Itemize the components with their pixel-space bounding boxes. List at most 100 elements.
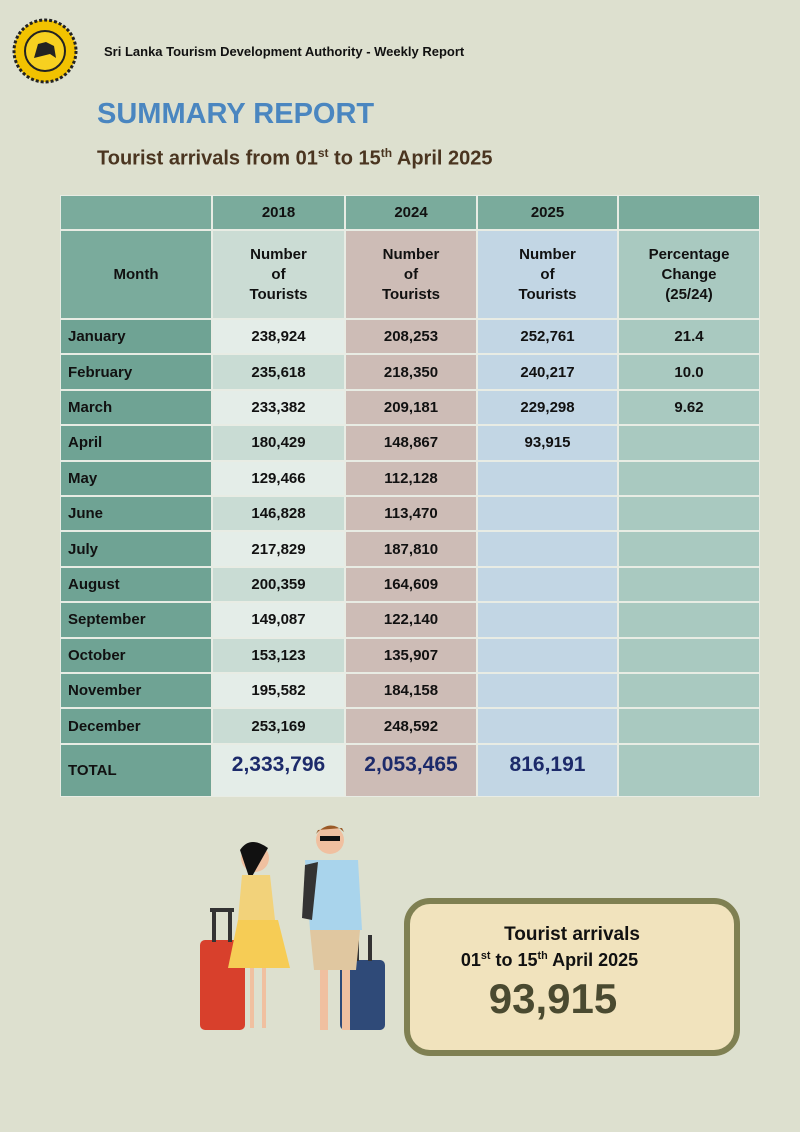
month-cell: November [60,673,212,709]
value-cell: 180,429 [212,425,345,461]
month-cell: February [60,354,212,390]
month-header: Month [60,230,212,319]
subtitle-sup: th [380,146,393,160]
month-cell: April [60,425,212,461]
value-cell: 135,907 [345,637,477,673]
month-cell: June [60,496,212,532]
org-name: Sri Lanka Tourism Development Authority … [104,44,465,59]
subtitle: Tourist arrivals from 01st to 15th April… [97,146,493,171]
value-cell: 248,592 [345,708,477,744]
value-cell: 122,140 [345,602,477,638]
month-cell: May [60,460,212,496]
header-line: of [271,265,286,283]
box-title: Tourist arrivals [504,924,640,945]
year-header: 2025 [477,195,618,230]
period-text: April 2025 [547,950,639,970]
value-cell: 218,350 [345,354,477,390]
value-cell [618,566,760,603]
value-cell: 148,867 [345,425,477,461]
box-period: 01st to 15th April 2025 [365,950,734,971]
value-cell [618,708,760,744]
value-cell [618,531,760,567]
month-cell: December [60,708,212,744]
value-cell: 112,128 [345,460,477,496]
value-cell: 252,761 [477,319,618,355]
value-cell [618,637,760,673]
subtitle-text: April 2025 [392,147,493,170]
value-cell: 208,253 [345,319,477,355]
value-cell: 235,618 [212,354,345,390]
value-cell: 253,169 [212,708,345,744]
value-cell [477,637,618,673]
header-cell [60,195,212,230]
value-cell: 9.62 [618,389,760,426]
value-cell [618,460,760,496]
number-header: Number of Tourists [345,230,477,319]
summary-box: Tourist arrivals 01st to 15th April 2025… [404,898,740,1056]
number-header: Number of Tourists [212,230,345,319]
month-cell: October [60,637,212,673]
total-cell: 2,053,465 [345,744,477,797]
month-cell: September [60,602,212,638]
subtitle-text: Tourist arrivals from 01 [97,147,318,170]
value-cell [477,496,618,532]
header-line: Number [382,245,440,263]
value-cell: 200,359 [212,566,345,603]
header-line: Tourists [249,285,308,303]
header-line: Tourists [381,285,441,303]
period-sup: th [537,950,548,962]
header-line: of [540,265,555,283]
value-cell: 195,582 [212,673,345,709]
total-cell: 2,333,796 [212,744,345,797]
value-cell: 233,382 [212,389,345,426]
value-cell: 10.0 [618,354,760,390]
total-cell: 816,191 [477,744,618,797]
header-line: Percentage [648,245,730,263]
period-text: to 15 [490,950,538,970]
value-cell: 229,298 [477,389,618,426]
value-cell: 129,466 [212,460,345,496]
header-line: Number [250,245,307,263]
value-cell: 240,217 [477,354,618,390]
value-cell [477,531,618,567]
value-cell: 209,181 [345,389,477,426]
header-line: (25/24) [665,285,713,303]
header-line: Change [661,265,717,283]
month-cell: March [60,389,212,426]
value-cell [477,602,618,638]
subtitle-text: to 15 [328,147,381,170]
value-cell: 149,087 [212,602,345,638]
header-line: of [403,265,419,283]
value-cell [477,708,618,744]
value-cell: 146,828 [212,496,345,532]
month-cell: August [60,566,212,603]
value-cell [618,425,760,461]
total-label: TOTAL [60,744,212,797]
year-header: 2018 [212,195,345,230]
value-cell: 217,829 [212,531,345,567]
value-cell [618,496,760,532]
value-cell: 93,915 [477,425,618,461]
number-header: Number of Tourists [477,230,618,319]
period-sup: st [480,950,491,962]
logo [12,18,78,84]
period-text: 01 [460,950,481,970]
month-cell: January [60,319,212,355]
value-cell: 238,924 [212,319,345,355]
total-cell [618,744,760,797]
value-cell [618,673,760,709]
subtitle-sup: st [317,146,329,160]
value-cell: 153,123 [212,637,345,673]
value-cell [477,566,618,603]
value-cell: 164,609 [345,566,477,603]
header-cell [618,195,760,230]
value-cell: 21.4 [618,319,760,355]
title: SUMMARY REPORT [97,98,375,130]
value-cell: 184,158 [345,673,477,709]
header-line: Number [519,245,576,263]
value-cell [477,673,618,709]
value-cell [618,602,760,638]
box-value: 93,915 [488,975,618,1022]
header-line: Tourists [518,285,577,303]
